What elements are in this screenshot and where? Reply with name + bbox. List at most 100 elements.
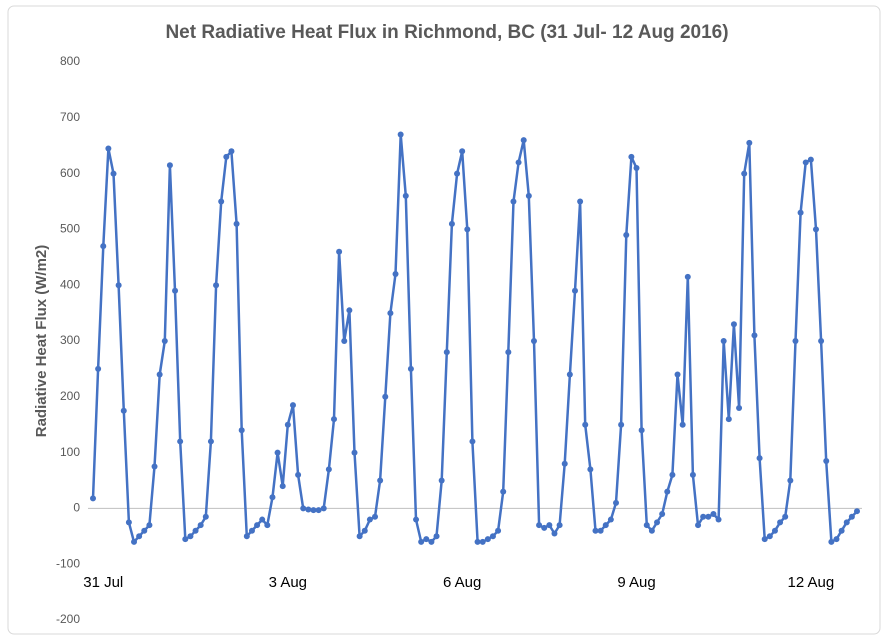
data-point (505, 349, 512, 356)
data-point (259, 516, 266, 523)
data-point (500, 488, 507, 495)
data-point (95, 365, 102, 372)
data-point (679, 421, 686, 428)
data-point (351, 449, 358, 456)
data-point (654, 519, 661, 526)
data-point (623, 231, 630, 238)
data-point (807, 156, 814, 163)
data-point (766, 533, 773, 540)
data-point (833, 536, 840, 543)
data-point (213, 282, 220, 289)
data-point (510, 198, 517, 205)
data-point (136, 533, 143, 540)
data-point (254, 522, 261, 529)
data-point (582, 421, 589, 428)
x-tick-label: 9 Aug (617, 574, 655, 591)
data-point (459, 148, 466, 155)
data-point (428, 538, 435, 545)
data-point (515, 159, 522, 166)
data-point (341, 338, 348, 344)
x-tick-label: 3 Aug (269, 574, 307, 591)
data-point (346, 307, 353, 314)
y-tick-label: -200 (56, 612, 80, 626)
data-point (479, 538, 486, 545)
data-point (741, 170, 748, 177)
data-point (592, 527, 599, 534)
data-point (541, 524, 548, 531)
data-point (643, 522, 650, 529)
data-point (187, 533, 194, 540)
data-point (274, 449, 281, 456)
data-line (91, 133, 858, 544)
data-point (197, 522, 204, 529)
data-point (787, 477, 794, 484)
data-point (469, 438, 476, 445)
data-point (746, 139, 753, 146)
data-point (489, 533, 496, 540)
data-point (684, 273, 691, 280)
y-tick-label: 0 (73, 501, 80, 515)
data-point (192, 527, 199, 534)
data-point (356, 533, 363, 540)
data-point (525, 192, 532, 199)
data-point (546, 522, 553, 529)
data-point (777, 519, 784, 526)
data-point (228, 148, 235, 155)
data-point (207, 438, 214, 445)
data-point (464, 226, 471, 233)
y-axis-label: Radiative Heat Flux (W/m2) (33, 245, 50, 438)
data-point (141, 527, 148, 534)
y-tick-label: 500 (60, 222, 80, 236)
data-point (695, 522, 702, 529)
data-point (166, 162, 173, 169)
data-point (407, 365, 414, 372)
data-point (633, 165, 640, 172)
data-point (320, 505, 327, 512)
data-point (495, 527, 502, 534)
data-point (182, 536, 189, 543)
data-point (802, 159, 809, 166)
data-point (243, 533, 250, 540)
data-point (669, 471, 676, 478)
data-point (269, 494, 276, 501)
data-point (818, 338, 825, 344)
data-point (413, 516, 420, 523)
data-point (177, 438, 184, 445)
data-point (597, 527, 604, 534)
y-tick-label: 200 (60, 389, 80, 403)
data-point (848, 513, 855, 520)
data-point (782, 513, 789, 520)
data-point (233, 220, 240, 227)
data-point (310, 507, 317, 514)
data-point (602, 522, 609, 529)
data-point (377, 477, 384, 484)
data-point (172, 287, 179, 294)
data-point (638, 427, 645, 434)
data-point (771, 527, 778, 534)
data-point (418, 538, 425, 545)
data-point (556, 522, 563, 529)
data-point (279, 483, 286, 490)
data-point (248, 527, 255, 534)
data-point (797, 209, 804, 216)
data-point (238, 427, 245, 434)
chart-border (7, 5, 881, 635)
data-point (730, 321, 737, 328)
data-point (761, 536, 768, 543)
data-point (484, 536, 491, 543)
data-point (151, 463, 158, 470)
data-point (90, 495, 96, 502)
data-point (131, 538, 138, 545)
data-point (305, 506, 312, 513)
data-point (223, 153, 230, 160)
data-point (397, 131, 404, 138)
data-point (664, 488, 671, 495)
y-tick-label: 300 (60, 333, 80, 347)
data-point (566, 371, 573, 378)
data-point (474, 538, 481, 545)
data-point (812, 226, 819, 233)
data-point (792, 338, 799, 344)
data-point (387, 310, 394, 317)
y-tick-label: -100 (56, 556, 80, 570)
